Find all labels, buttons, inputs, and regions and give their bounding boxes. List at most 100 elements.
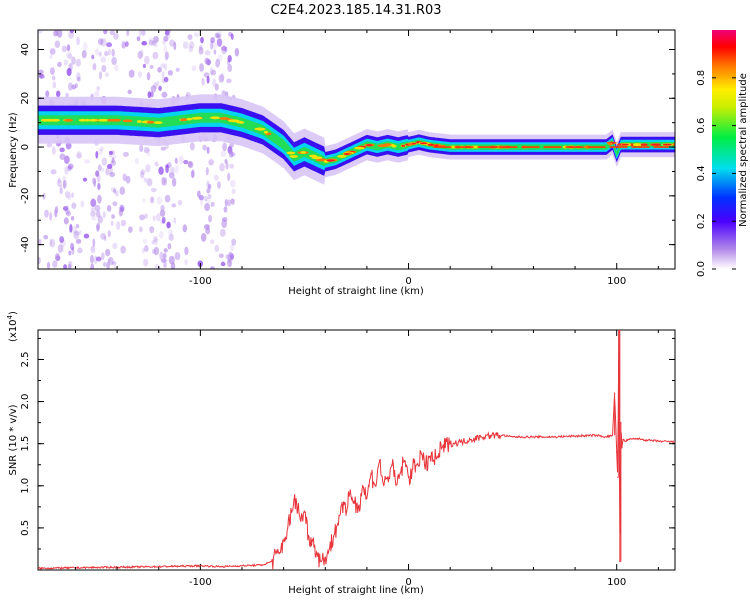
spectrogram-noise-blob — [231, 188, 236, 195]
spectrogram-noise-blob — [231, 238, 237, 246]
spectrogram-noise-blob — [163, 35, 169, 42]
snr-data-point — [616, 451, 618, 453]
ridge-peak-blob — [434, 144, 439, 147]
spectrogram-noise-blob — [141, 41, 148, 46]
colorbar-label: Normalized spectral amplitude — [738, 73, 749, 227]
ridge-core-blob — [78, 118, 88, 122]
spectrogram-noise-blob — [111, 214, 116, 220]
spectrogram-noise-blob — [111, 261, 117, 266]
snr-data-point — [320, 560, 322, 563]
spectrogram-noise-blob — [143, 258, 149, 267]
spectrogram-noise-blob — [150, 187, 157, 193]
spectrogram-noise-blob — [64, 166, 69, 175]
snr-data-point — [595, 434, 597, 436]
spectrogram-noise-blob — [38, 238, 42, 245]
spectrogram-noise-blob — [93, 91, 100, 97]
ridge-peak-blob — [427, 143, 435, 146]
spectrogram-noise-blob — [154, 161, 159, 167]
ridge-core-blob — [186, 117, 193, 121]
spectrogram-noise-blob — [221, 219, 228, 229]
spectrogram-noise-blob — [53, 30, 58, 37]
snr-y-label: SNR (10 * v/v) — [8, 404, 19, 475]
spectrogram-noise-blob — [174, 157, 178, 164]
spectrogram-noise-blob — [214, 244, 220, 253]
snr-data-point — [38, 567, 39, 569]
spectrogram-noise-blob — [146, 148, 151, 157]
spectrogram-noise-blob — [115, 190, 119, 197]
spectrogram-noise-blob — [210, 37, 216, 44]
x-tick-label: 0 — [405, 577, 411, 588]
snr-data-point — [308, 535, 310, 537]
ridge-core-blob — [218, 117, 230, 120]
spectrogram-noise-blob — [160, 205, 165, 212]
snr-data-point — [95, 566, 97, 569]
spectrogram-noise-blob — [168, 229, 174, 236]
snr-data-point — [628, 438, 630, 441]
spectrogram-noise-blob — [63, 264, 68, 269]
spectrogram-noise-blob — [49, 67, 55, 75]
snr-data-point — [399, 472, 401, 474]
spectrogram-noise-blob — [106, 42, 113, 48]
spectrogram-noise-blob — [113, 32, 119, 40]
snr-data-point — [437, 455, 439, 457]
colorbar-gradient — [712, 30, 736, 269]
spectrogram-noise-blob — [207, 183, 212, 190]
spectrogram-noise-blob — [97, 182, 101, 191]
spectrogram-noise-blob — [59, 184, 63, 189]
snr-data-point — [382, 485, 385, 487]
spectrogram-noise-blob — [227, 55, 232, 63]
ridge-core-blob — [309, 154, 318, 158]
snr-data-point — [459, 441, 462, 443]
spectrogram-noise-blob — [97, 215, 103, 224]
y-tick-label: 1.5 — [20, 436, 31, 452]
spectrogram-noise-blob — [171, 203, 177, 208]
colorbar-tick-label: 0.0 — [696, 261, 707, 277]
spectrogram-noise-blob — [127, 89, 132, 95]
spectrogram-noise-blob — [230, 198, 235, 205]
ridge-core-blob — [182, 118, 188, 122]
spectrogram-noise-blob — [101, 252, 105, 260]
snr-data-point — [403, 459, 405, 462]
snr-data-point — [553, 436, 555, 438]
ridge-core-blob — [336, 155, 347, 158]
spectrogram-noise-blob — [75, 58, 81, 67]
spectrogram-noise-blob — [167, 33, 171, 39]
spectrogram-noise-blob — [106, 163, 113, 170]
spectrogram-noise-blob — [90, 215, 97, 221]
spectrogram-noise-blob — [209, 66, 214, 76]
spectrogram-noise-blob — [75, 224, 80, 229]
snr-data-point — [407, 476, 410, 478]
spectrogram-noise-blob — [158, 166, 164, 175]
spectrogram-noise-blob — [52, 81, 57, 89]
spectrogram-noise-blob — [38, 69, 44, 74]
spectrogram-noise-blob — [164, 177, 168, 186]
spectrogram-noise-blob — [164, 194, 171, 203]
spectrogram-noise-blob — [158, 231, 164, 239]
spectrogram-noise-blob — [73, 230, 80, 240]
snr-data-point — [337, 523, 339, 525]
spectrogram-noise-blob — [119, 186, 126, 195]
snr-data-point — [278, 552, 281, 554]
spectrogram-noise-blob — [230, 179, 236, 188]
spectrogram-noise-blob — [204, 50, 211, 56]
spectrogram-noise-blob — [111, 57, 117, 66]
spectrogram-noise-blob — [173, 217, 177, 224]
spectrogram-noise-blob — [98, 51, 102, 57]
spectrogram-noise-blob — [151, 249, 157, 255]
spectrogram-noise-blob — [206, 188, 211, 194]
ridge-peak-blob — [366, 144, 373, 147]
spectrogram-noise-blob — [100, 56, 107, 63]
spectrogram-noise-blob — [183, 159, 189, 165]
spectrogram-noise-blob — [204, 57, 210, 65]
spectrogram-noise-blob — [65, 209, 70, 215]
ridge-core-blob — [64, 118, 73, 122]
spectrogram-noise-blob — [66, 67, 72, 76]
snr-data-point — [647, 439, 649, 441]
spectrogram-noise-blob — [114, 64, 119, 72]
spectrogram-y-ticks: -40 -20 0 20 40 — [20, 43, 675, 270]
spectrogram-noise-blob — [49, 212, 53, 221]
spectrogram-noise-blob — [71, 56, 76, 65]
spectrogram-noise-blob — [63, 59, 69, 66]
spectrogram-noise-blob — [67, 165, 72, 172]
